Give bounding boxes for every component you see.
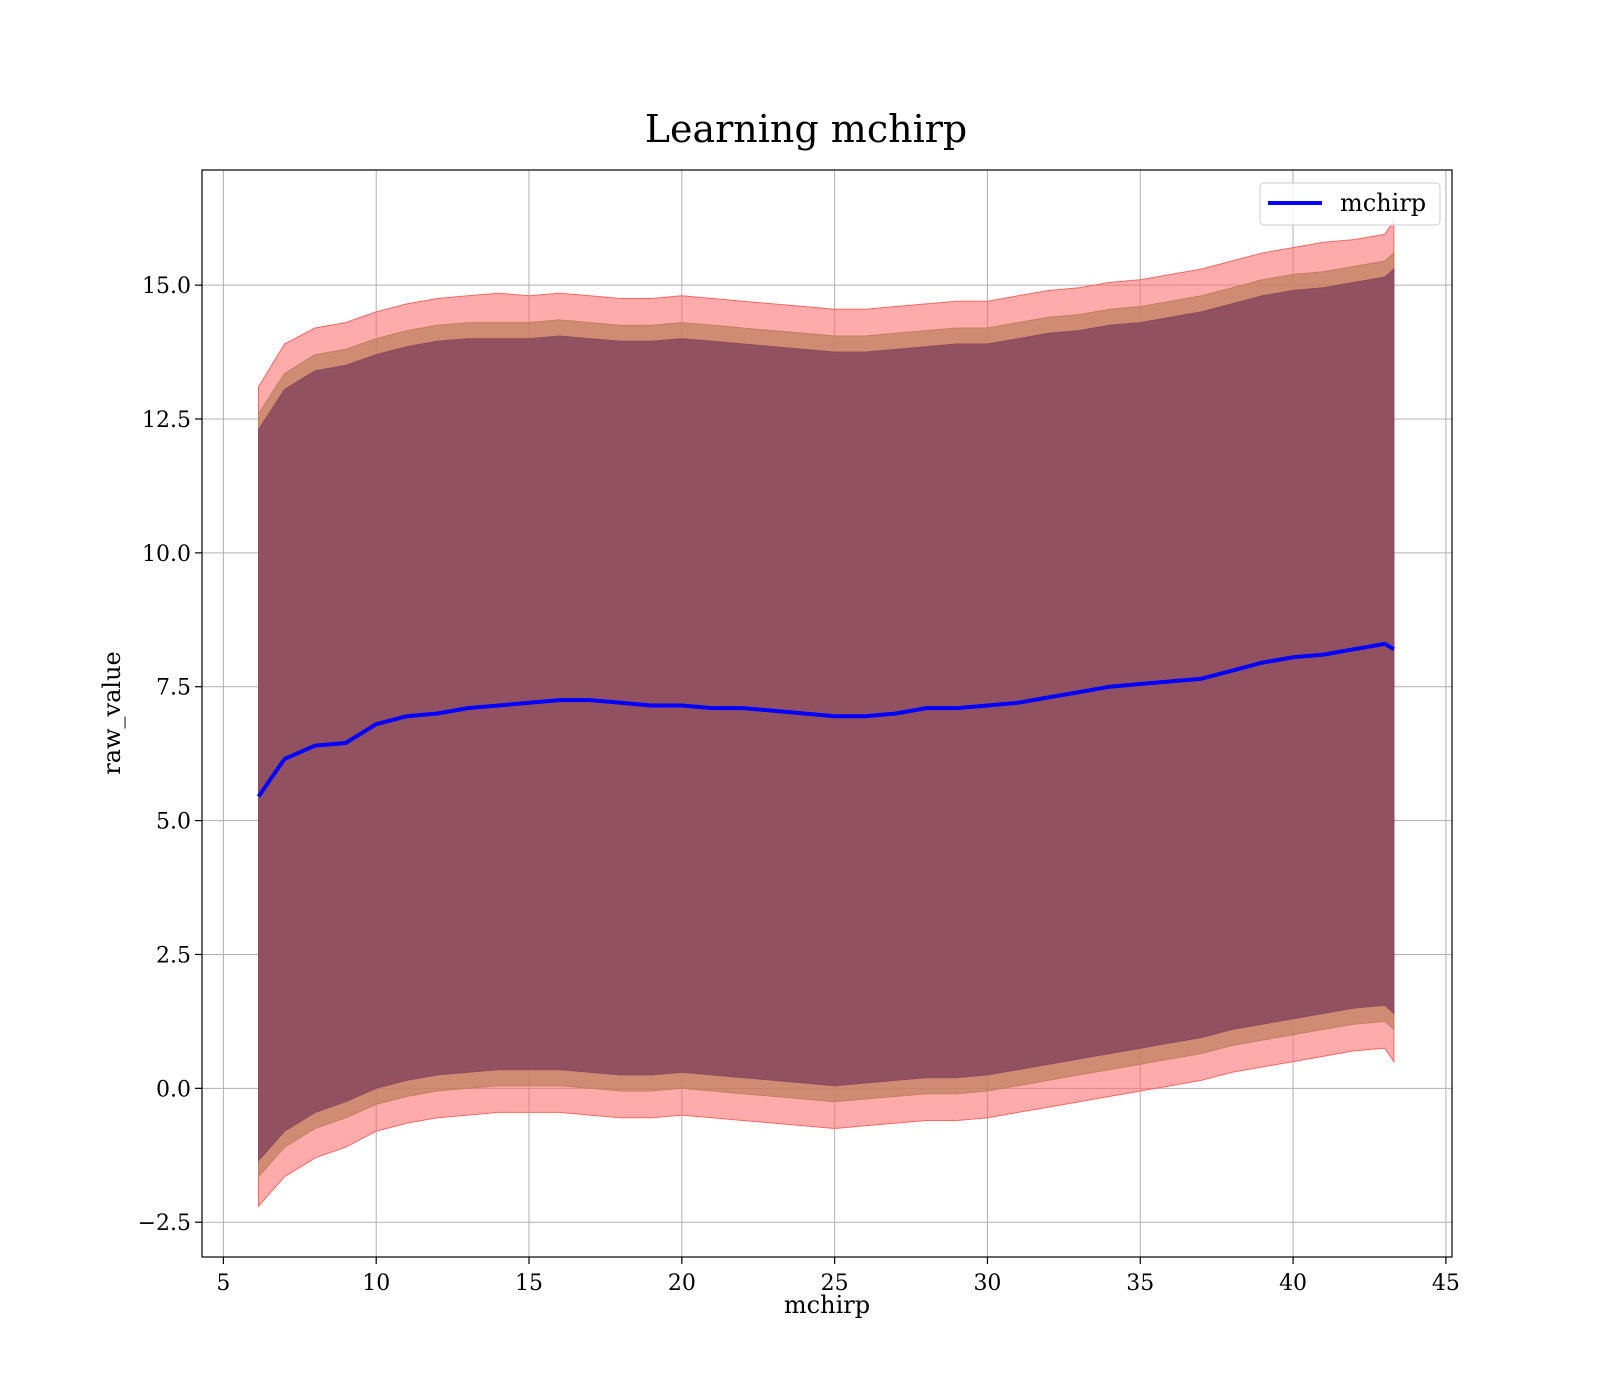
y-axis-ticks: −2.5 0.0 2.5 5.0 7.5 10.0 12.5 15.0 — [138, 274, 202, 1236]
y-tick-label: 7.5 — [156, 676, 191, 701]
x-axis-ticks: 5 10 15 20 25 30 35 40 45 — [216, 1257, 1460, 1296]
series-lines — [256, 641, 1395, 798]
y-tick-label: 15.0 — [142, 274, 191, 299]
y-axis-label: raw_value — [98, 651, 126, 775]
legend-box — [1259, 182, 1441, 226]
x-tick-label: 15 — [515, 1271, 543, 1296]
y-tick-label: 10.0 — [142, 542, 191, 567]
y-tick-label: 0.0 — [156, 1077, 191, 1102]
chart-title: Learning mchirp — [645, 107, 967, 151]
x-tick-label: 10 — [362, 1271, 390, 1296]
plot-frame — [201, 169, 1453, 1258]
x-axis-label: mchirp — [784, 1291, 870, 1319]
legend-label: mchirp — [1340, 189, 1426, 217]
y-tick-label: −2.5 — [138, 1211, 191, 1236]
x-tick-label: 30 — [973, 1271, 1001, 1296]
x-tick-label: 20 — [668, 1271, 696, 1296]
x-tick-label: 45 — [1432, 1271, 1460, 1296]
series-line-mchirp — [256, 641, 1395, 798]
x-tick-label: 5 — [216, 1271, 230, 1296]
y-tick-label: 2.5 — [156, 943, 191, 968]
y-tick-label: 12.5 — [142, 408, 191, 433]
legend: mchirp — [1259, 182, 1441, 226]
x-tick-label: 40 — [1279, 1271, 1307, 1296]
x-tick-label: 35 — [1126, 1271, 1154, 1296]
confidence-bands — [258, 219, 1395, 1208]
y-tick-label: 5.0 — [156, 810, 191, 835]
x-tick-label: 25 — [821, 1271, 849, 1296]
